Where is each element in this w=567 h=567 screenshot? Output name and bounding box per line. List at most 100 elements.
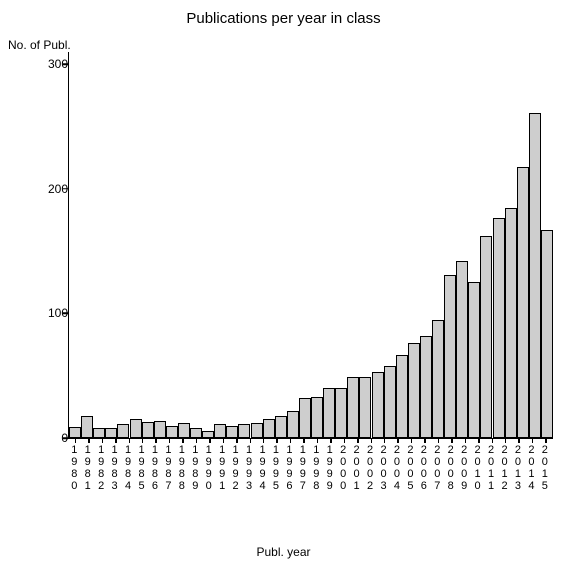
x-tick-label: 1993 [246,444,252,492]
bar [359,377,371,438]
y-tick-mark [63,188,68,190]
bar [468,282,480,438]
bar [480,236,492,438]
x-tick-mark [303,438,305,443]
x-tick-mark [276,438,278,443]
bar [251,423,263,438]
x-tick-mark [129,438,131,443]
bar [287,411,299,438]
x-tick-mark [384,438,386,443]
x-tick-label: 1981 [85,444,91,492]
bar [117,424,129,438]
bar [299,398,311,438]
x-tick-mark [169,438,171,443]
x-tick-label: 1988 [179,444,185,492]
plot-area [68,52,553,439]
x-tick-label: 2011 [488,444,494,492]
bar [529,113,541,438]
x-tick-mark [478,438,480,443]
y-tick-mark [63,313,68,315]
x-tick-mark [451,438,453,443]
x-tick-label: 2008 [448,444,454,492]
bar [226,426,238,438]
x-tick-label: 2000 [340,444,346,492]
x-tick-label: 2006 [421,444,427,492]
x-tick-label: 1984 [125,444,131,492]
bar [154,421,166,438]
bar [238,424,250,438]
y-axis-label: No. of Publ. [8,38,71,52]
x-tick-mark [424,438,426,443]
bar [396,355,408,438]
x-tick-label: 2010 [475,444,481,492]
x-tick-label: 2007 [434,444,440,492]
bar [142,422,154,438]
bar [166,426,178,438]
x-tick-label: 2009 [461,444,467,492]
bar [93,428,105,438]
x-tick-mark [88,438,90,443]
bar [178,423,190,438]
x-labels-area: 1980198119821983198419851986198719881989… [68,444,552,524]
x-tick-mark [263,438,265,443]
x-tick-label: 1992 [233,444,239,492]
x-tick-mark [438,438,440,443]
x-tick-label: 1998 [313,444,319,492]
y-tick-mark [63,64,68,66]
bar [408,343,420,438]
bar [493,218,505,438]
chart-container: Publications per year in class No. of Pu… [0,0,567,567]
bar [372,372,384,438]
x-tick-label: 1989 [192,444,198,492]
bar [347,377,359,438]
x-tick-label: 2013 [515,444,521,492]
x-tick-mark [371,438,373,443]
x-tick-mark [196,438,198,443]
bar [420,336,432,438]
bar [432,320,444,438]
x-tick-mark [397,438,399,443]
x-tick-label: 2002 [367,444,373,492]
x-tick-mark [290,438,292,443]
x-tick-mark [102,438,104,443]
x-tick-mark [465,438,467,443]
bar [335,388,347,438]
x-tick-label: 1996 [286,444,292,492]
x-tick-label: 2012 [501,444,507,492]
x-tick-mark [532,438,534,443]
x-tick-mark [155,438,157,443]
x-tick-label: 1987 [165,444,171,492]
x-tick-mark [236,438,238,443]
bar [505,208,517,438]
x-tick-mark [344,438,346,443]
bar [130,419,142,438]
bar [275,416,287,438]
bar [541,230,553,438]
x-tick-mark [182,438,184,443]
bar [202,431,214,438]
x-tick-label: 1986 [152,444,158,492]
x-tick-mark [505,438,507,443]
bar [444,275,456,438]
x-tick-mark [411,438,413,443]
x-tick-mark [545,438,547,443]
x-tick-label: 2003 [380,444,386,492]
x-tick-label: 2014 [528,444,534,492]
bar [69,427,81,438]
x-tick-label: 1999 [327,444,333,492]
x-tick-mark [250,438,252,443]
x-tick-mark [223,438,225,443]
bar [311,397,323,438]
chart-title: Publications per year in class [0,10,567,27]
x-tick-label: 2001 [354,444,360,492]
x-tick-label: 1997 [300,444,306,492]
x-tick-mark [357,438,359,443]
x-tick-label: 1991 [219,444,225,492]
bar [214,424,226,438]
bar [81,416,93,438]
bar [456,261,468,438]
x-tick-mark [330,438,332,443]
bar [384,366,396,438]
x-tick-mark [492,438,494,443]
x-tick-label: 1983 [112,444,118,492]
